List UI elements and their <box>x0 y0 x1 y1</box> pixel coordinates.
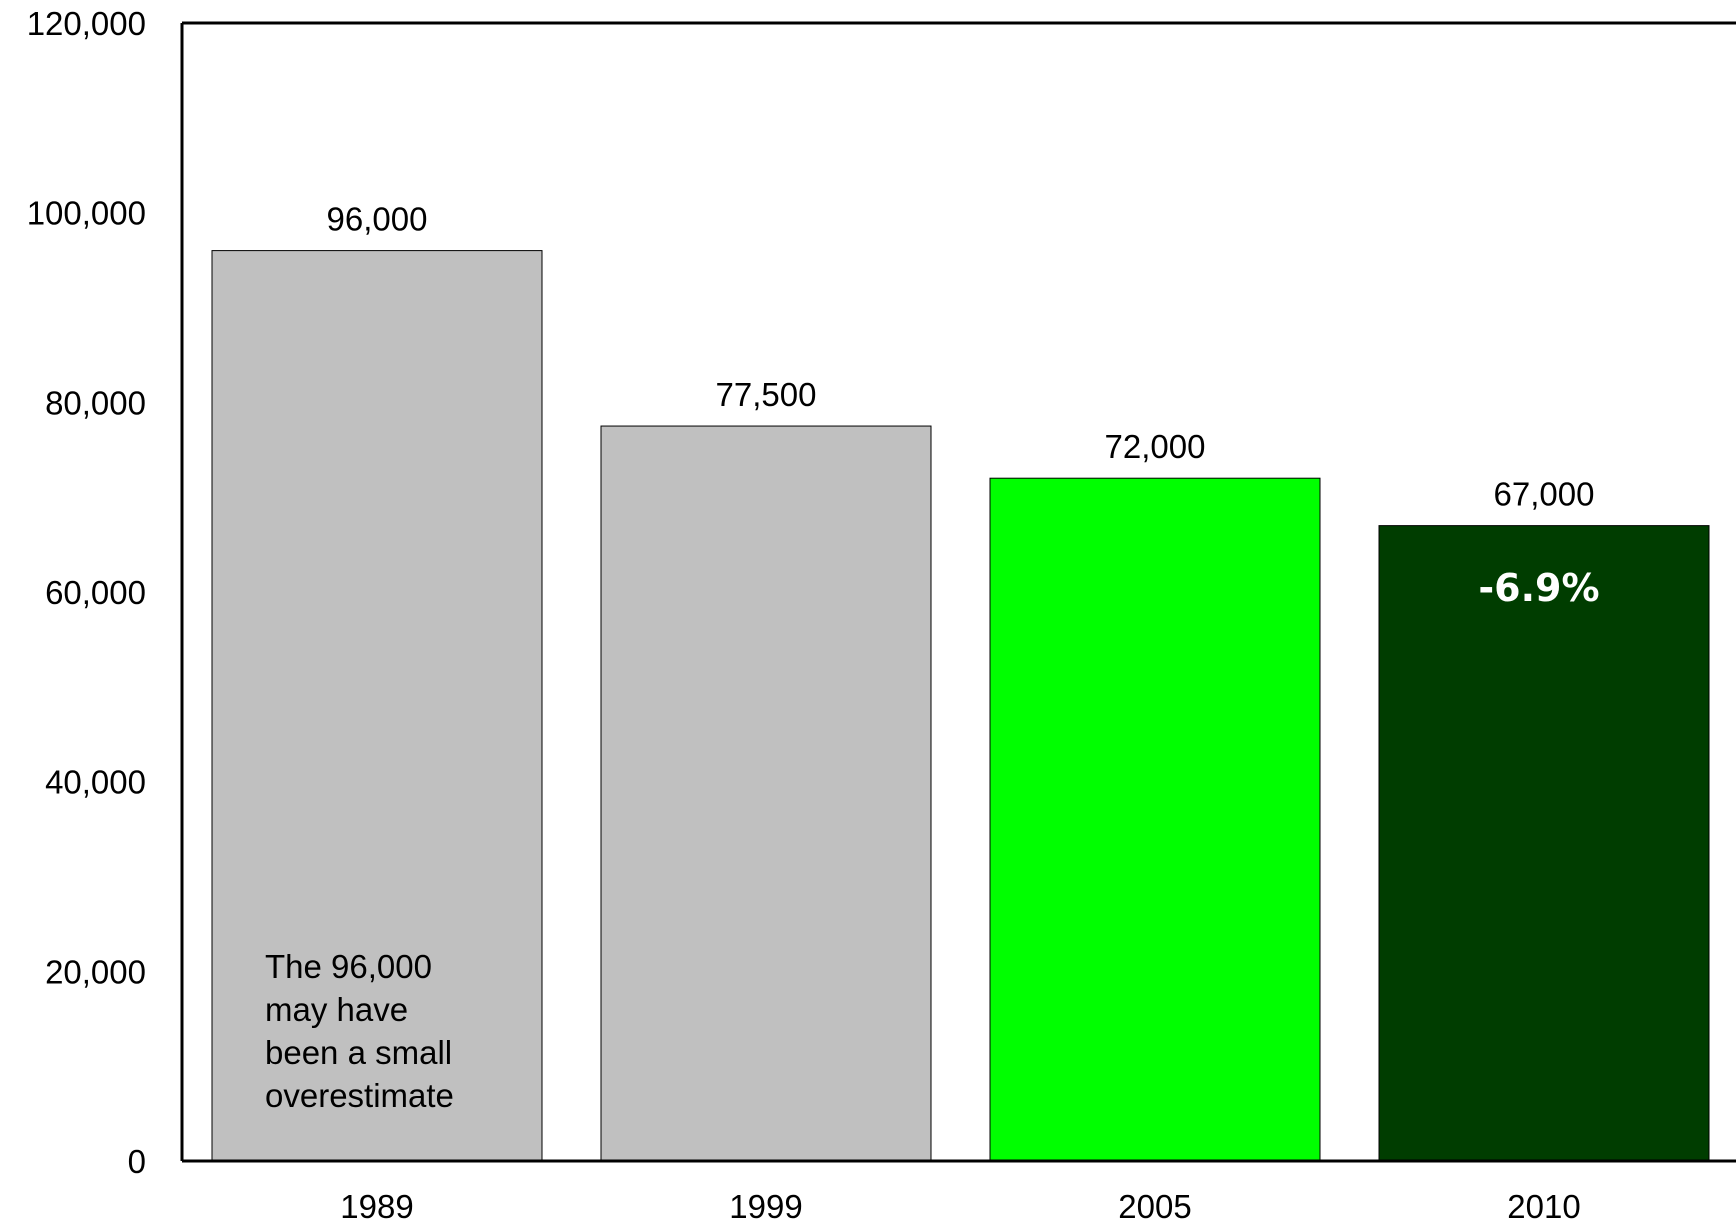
x-tick-label-2010: 2010 <box>1507 1188 1580 1225</box>
value-label-2005: 72,000 <box>1105 428 1206 465</box>
y-tick-label: 100,000 <box>27 195 146 232</box>
note-line: overestimate <box>265 1077 454 1114</box>
bar-1999 <box>600 425 932 1162</box>
bar-2010 <box>1378 525 1710 1162</box>
value-label-2010: 67,000 <box>1494 476 1595 513</box>
x-tick-label-1989: 1989 <box>340 1188 413 1225</box>
x-tick-label-2005: 2005 <box>1118 1188 1191 1225</box>
note-line: may have <box>265 991 408 1028</box>
x-axis: 1989 1999 2005 2010 <box>340 1188 1580 1225</box>
bars <box>211 250 1710 1162</box>
change-label: -6.9% <box>1478 566 1599 610</box>
value-label-1999: 77,500 <box>716 376 817 413</box>
plot-frame <box>180 21 1736 1163</box>
bar-2005 <box>989 477 1321 1162</box>
y-tick-label: 120,000 <box>27 5 146 42</box>
y-tick-label: 60,000 <box>45 574 146 611</box>
bar-1989 <box>211 250 543 1162</box>
y-tick-label: 40,000 <box>45 764 146 801</box>
overestimate-note: The 96,000 may have been a small overestima… <box>265 948 454 1114</box>
value-labels: 96,000 77,500 72,000 67,000 <box>327 201 1595 513</box>
value-label-1989: 96,000 <box>327 201 428 238</box>
x-tick-label-1999: 1999 <box>729 1188 802 1225</box>
y-axis: 0 20,000 40,000 60,000 80,000 100,000 120,000 <box>27 5 146 1180</box>
note-line: The 96,000 <box>265 948 432 985</box>
y-tick-label: 0 <box>128 1143 146 1180</box>
note-line: been a small <box>265 1034 452 1071</box>
y-tick-label: 80,000 <box>45 384 146 421</box>
y-tick-label: 20,000 <box>45 953 146 990</box>
